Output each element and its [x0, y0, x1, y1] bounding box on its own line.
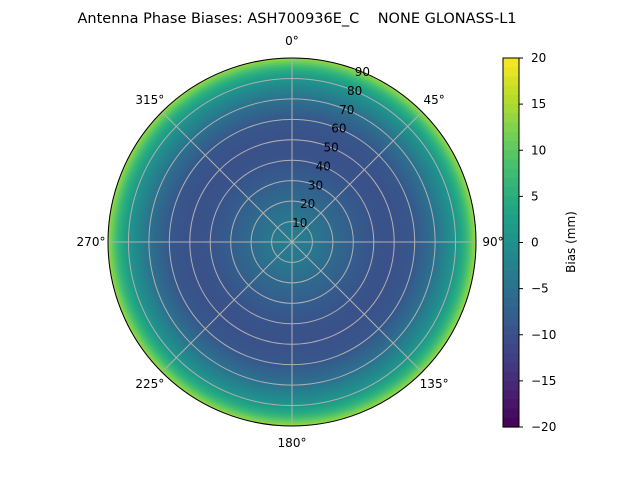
radial-tick-label: 60 — [331, 122, 346, 136]
colorbar-segment — [503, 187, 519, 197]
chart-title: Antenna Phase Biases: ASH700936E_C NONE … — [77, 11, 516, 27]
colorbar-segment — [503, 417, 519, 428]
colorbar-segment — [503, 214, 519, 225]
colorbar-segment — [503, 260, 519, 271]
colorbar — [502, 57, 520, 428]
colorbar-segment — [503, 113, 519, 124]
colorbar-tick-label: 15 — [531, 97, 546, 111]
colorbar-segment — [503, 334, 519, 345]
colorbar-segment — [503, 67, 519, 78]
colorbar-segment — [503, 343, 519, 354]
colorbar-segment — [503, 122, 519, 133]
colorbar-segment — [503, 224, 519, 234]
colorbar-segment — [503, 380, 519, 391]
angular-tick-label: 135° — [420, 377, 449, 391]
angular-tick-label: 45° — [423, 93, 444, 107]
colorbar-tick-label: −10 — [531, 328, 556, 342]
angular-gridline — [291, 241, 423, 373]
colorbar-segment — [503, 233, 519, 244]
radial-tick-label: 30 — [308, 178, 323, 192]
angular-gridline — [161, 111, 293, 243]
angular-gridline — [291, 111, 423, 243]
colorbar-segment — [503, 58, 519, 68]
radial-tick-label: 70 — [339, 103, 354, 117]
colorbar-segment — [503, 362, 519, 373]
grid-lines — [107, 57, 477, 427]
radial-tick-labels: 10 20 30 40 50 60 70 80 90 — [292, 65, 370, 230]
colorbar-segment — [503, 325, 519, 336]
colorbar-segment — [503, 288, 519, 299]
angular-tick-label: 0° — [285, 34, 299, 48]
radial-tick-label: 40 — [316, 159, 331, 173]
colorbar-segment — [503, 408, 519, 419]
colorbar-tick-label: −5 — [531, 282, 549, 296]
angular-tick-labels: 0° 45° 90° 135° 180° 225° 270° 315° — [77, 34, 504, 450]
colorbar-segment — [503, 399, 519, 410]
polar-frame — [107, 57, 477, 427]
colorbar-segment — [503, 85, 519, 96]
colorbar-segment — [503, 168, 519, 179]
colorbar-segment — [503, 131, 519, 142]
colorbar-segment — [503, 297, 519, 308]
colorbar-segment — [503, 150, 519, 161]
colorbar-segment — [503, 251, 519, 262]
colorbar-tick-label: 10 — [531, 143, 546, 157]
colorbar-segment — [503, 279, 519, 290]
angular-tick-label: 315° — [135, 93, 164, 107]
angular-tick-label: 225° — [135, 377, 164, 391]
radial-tick-label: 50 — [323, 141, 338, 155]
colorbar-segment — [503, 242, 519, 253]
colorbar-segment — [503, 270, 519, 280]
colorbar-segment — [503, 390, 519, 400]
angular-tick-label: 90° — [482, 235, 503, 249]
radial-tick-label: 90 — [355, 65, 370, 79]
radial-tick-label: 20 — [300, 197, 315, 211]
colorbar-segment — [503, 196, 519, 207]
colorbar-tick-label: 0 — [531, 236, 539, 250]
colorbar-segment — [503, 316, 519, 327]
colorbar-tick-label: −20 — [531, 420, 556, 434]
colorbar-segment — [503, 141, 519, 151]
radial-tick-label: 80 — [347, 84, 362, 98]
colorbar-segment — [503, 159, 519, 170]
colorbar-segment — [503, 94, 519, 105]
colorbar-segment — [503, 104, 519, 114]
angular-tick-label: 180° — [278, 436, 307, 450]
radial-tick-label: 10 — [292, 216, 307, 230]
colorbar-segment — [503, 205, 519, 216]
angular-gridline — [161, 241, 293, 373]
colorbar-label: Bias (mm) — [564, 211, 578, 273]
colorbar-segment — [503, 371, 519, 382]
colorbar-ticks: 20 15 10 5 0 −5 −10 −15 −20 — [519, 51, 556, 434]
colorbar-segment — [503, 307, 519, 317]
colorbar-tick-label: 20 — [531, 51, 546, 65]
colorbar-tick-label: −15 — [531, 374, 556, 388]
colorbar-segment — [503, 76, 519, 87]
angular-tick-label: 270° — [77, 235, 106, 249]
colorbar-tick-label: 5 — [531, 189, 539, 203]
colorbar-segment — [503, 353, 519, 364]
colorbar-segment — [503, 177, 519, 188]
